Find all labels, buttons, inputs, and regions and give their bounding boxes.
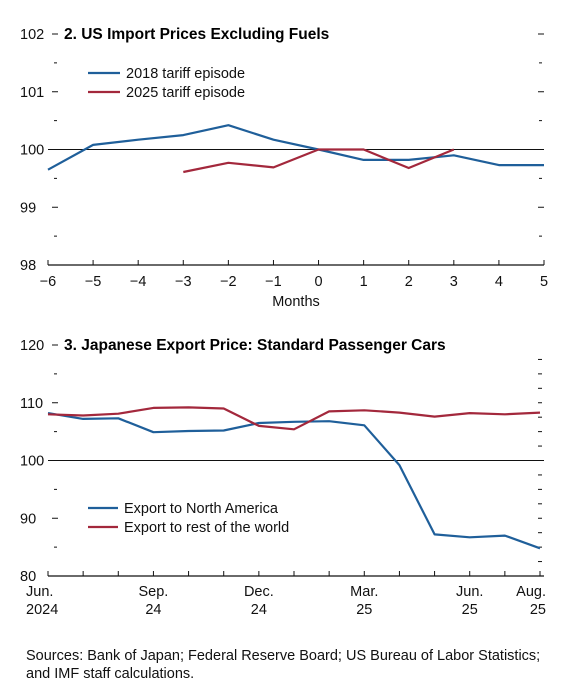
y-tick-label: 98 <box>20 258 36 274</box>
y-tick-label: 99 <box>20 200 36 216</box>
legend-label-rest-of-world: Export to rest of the world <box>124 520 289 536</box>
panel-2-series <box>47 124 544 174</box>
panel-2-legend: 2018 tariff episode 2025 tariff episode <box>88 66 245 101</box>
panel-3-title: 3. Japanese Export Price: Standard Passe… <box>64 337 446 354</box>
x-tick-label: −2 <box>220 274 237 290</box>
panel-japanese-export-price: 3. Japanese Export Price: Standard Passe… <box>20 337 546 618</box>
x-tick-label: Aug. <box>516 584 546 600</box>
x-tick-label: 24 <box>251 602 267 618</box>
x-tick-label: −3 <box>175 274 192 290</box>
panel-3-y-ticks: 80 90 100 110 120 <box>20 338 542 585</box>
x-tick-label: Dec. <box>244 584 274 600</box>
legend-label-2018: 2018 tariff episode <box>126 66 245 82</box>
x-tick-label: 2 <box>405 274 413 290</box>
panel-2-y-ticks: 98 99 100 101 102 <box>20 27 544 274</box>
source-note: Sources: Bank of Japan; Federal Reserve … <box>26 648 541 682</box>
x-tick-label: 24 <box>145 602 161 618</box>
series-line-2025 <box>183 148 455 174</box>
x-tick-label: −4 <box>130 274 147 290</box>
x-tick-label: 3 <box>450 274 458 290</box>
series-line-2018 <box>47 124 544 171</box>
x-tick-label: Sep. <box>139 584 169 600</box>
panel-us-import-prices: 2. US Import Prices Excluding Fuels 98 99… <box>20 26 548 310</box>
x-tick-label: 0 <box>315 274 323 290</box>
x-tick-label: 4 <box>495 274 503 290</box>
panel-2-title: 2. US Import Prices Excluding Fuels <box>64 26 329 43</box>
panel-3-x-ticks: Jun. 2024 Sep. 24 Dec. 24 Mar. 25 Jun. 25 Aug. 25 <box>26 571 546 618</box>
x-tick-label: Jun. <box>456 584 483 600</box>
x-tick-label: 1 <box>360 274 368 290</box>
panel-2-x-axis-label: Months <box>272 294 320 310</box>
x-tick-label: 5 <box>540 274 548 290</box>
y-tick-label: 120 <box>20 338 44 354</box>
x-tick-label: 25 <box>530 602 546 618</box>
y-tick-label: 100 <box>20 454 44 470</box>
y-tick-label: 100 <box>20 143 44 159</box>
x-tick-label: 25 <box>462 602 478 618</box>
legend-label-2025: 2025 tariff episode <box>126 85 245 101</box>
x-tick-label: −1 <box>265 274 282 290</box>
x-tick-label: 2024 <box>26 602 58 618</box>
y-tick-label: 90 <box>20 511 36 527</box>
series-line-north-america <box>47 412 541 550</box>
x-tick-label: −6 <box>40 274 57 290</box>
y-tick-label: 102 <box>20 27 44 43</box>
x-tick-label: Mar. <box>350 584 378 600</box>
x-tick-label: 25 <box>356 602 372 618</box>
y-tick-label: 80 <box>20 569 36 585</box>
x-tick-label: −5 <box>85 274 102 290</box>
panel-2-x-ticks: −6 −5 −4 −3 −2 −1 0 1 2 3 4 5 <box>40 260 548 290</box>
x-tick-label: Jun. <box>26 584 53 600</box>
series-line-rest-of-world <box>47 406 541 431</box>
y-tick-label: 110 <box>20 396 43 412</box>
y-tick-label: 101 <box>20 85 44 101</box>
panel-3-legend: Export to North America Export to rest o… <box>88 501 289 536</box>
legend-label-north-america: Export to North America <box>124 501 279 517</box>
panel-3-series <box>47 406 541 550</box>
